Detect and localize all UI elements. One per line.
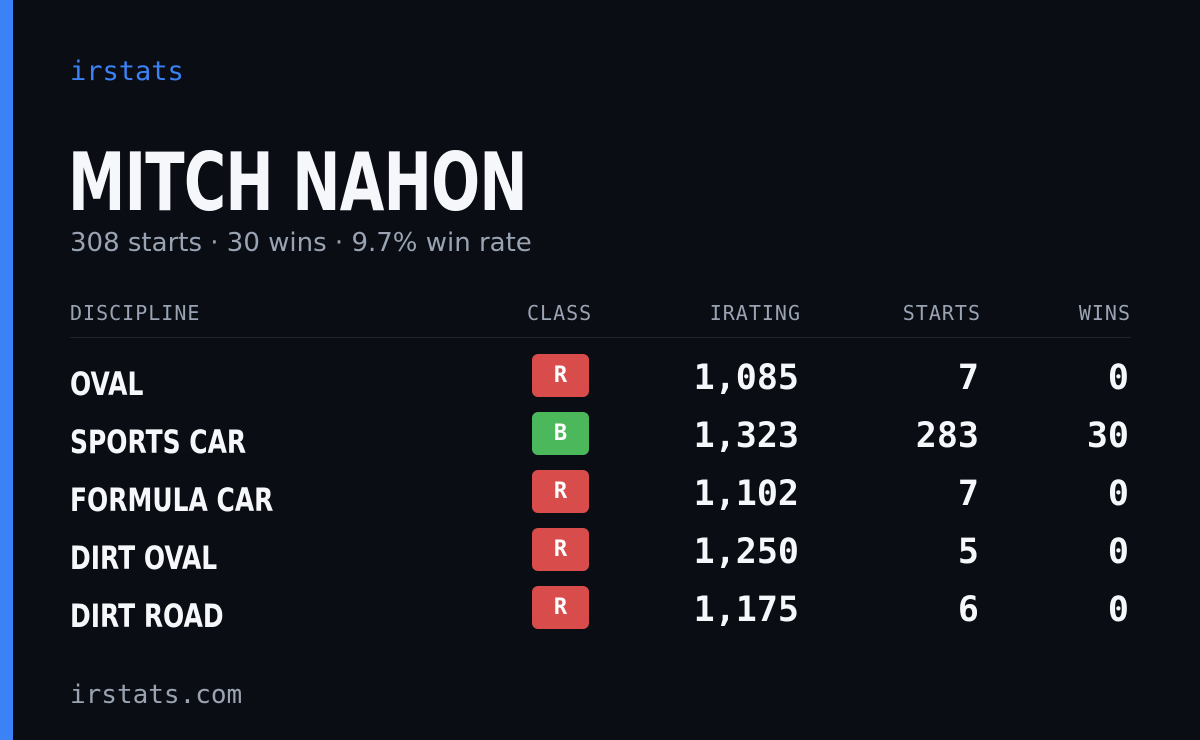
discipline-name: FORMULA CAR: [70, 481, 274, 519]
starts-value: 7: [957, 358, 979, 398]
irating-value: 1,102: [693, 474, 799, 514]
discipline-name: SPORTS CAR: [70, 423, 247, 461]
irating-value: 1,175: [693, 590, 799, 630]
starts-value: 5: [957, 532, 979, 572]
table-row: DIRT ROAD R 1,175 6 0: [70, 582, 1131, 640]
wins-value: 0: [1107, 358, 1129, 398]
header-discipline: DISCIPLINE: [70, 301, 201, 325]
discipline-table: OVAL R 1,085 7 0 SPORTS CAR B 1,323 283 …: [70, 350, 1131, 640]
class-badge: R: [532, 354, 589, 397]
irating-value: 1,250: [693, 532, 799, 572]
wins-value: 30: [1086, 416, 1129, 456]
footer-url: irstats.com: [70, 680, 243, 710]
irating-value: 1,323: [693, 416, 799, 456]
starts-value: 6: [957, 590, 979, 630]
brand-logo-text: irstats: [70, 56, 184, 87]
irating-value: 1,085: [693, 358, 799, 398]
discipline-name: OVAL: [70, 365, 144, 403]
starts-value: 283: [915, 416, 979, 456]
class-badge: R: [532, 586, 589, 629]
header-irating: IRATING: [709, 301, 801, 325]
wins-value: 0: [1107, 590, 1129, 630]
discipline-name: DIRT OVAL: [70, 539, 218, 577]
discipline-name: DIRT ROAD: [70, 597, 224, 635]
table-row: OVAL R 1,085 7 0: [70, 350, 1131, 408]
driver-name: MITCH NAHON: [68, 136, 528, 229]
accent-bar: [0, 0, 13, 740]
table-header: DISCIPLINE CLASS IRATING STARTS WINS: [70, 300, 1131, 338]
starts-value: 7: [957, 474, 979, 514]
header-class: CLASS: [527, 301, 593, 325]
table-row: FORMULA CAR R 1,102 7 0: [70, 466, 1131, 524]
class-badge: R: [532, 528, 589, 571]
header-starts: STARTS: [902, 301, 981, 325]
wins-value: 0: [1107, 474, 1129, 514]
class-badge: B: [532, 412, 589, 455]
header-wins: WINS: [1078, 301, 1131, 325]
table-row: SPORTS CAR B 1,323 283 30: [70, 408, 1131, 466]
class-badge: R: [532, 470, 589, 513]
driver-summary: 308 starts · 30 wins · 9.7% win rate: [70, 228, 532, 258]
table-row: DIRT OVAL R 1,250 5 0: [70, 524, 1131, 582]
wins-value: 0: [1107, 532, 1129, 572]
